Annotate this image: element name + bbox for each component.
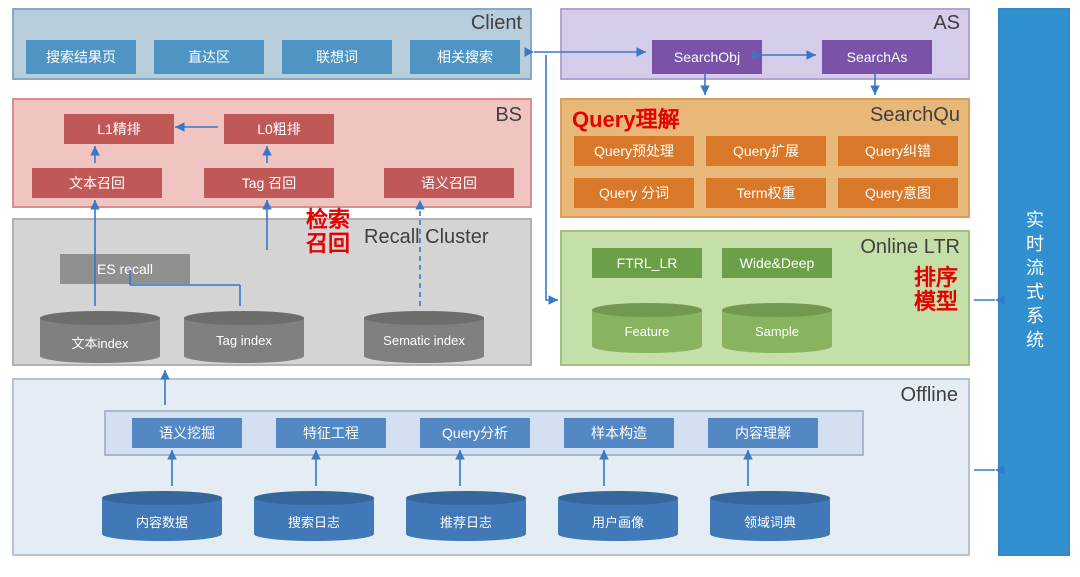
realtime-title: 实时流式系统	[1021, 210, 1047, 354]
bs-recall-2: 语义召回	[384, 168, 514, 198]
as-box-1: SearchAs	[822, 40, 932, 74]
sq-r1-1: Query扩展	[706, 136, 826, 166]
recall-panel: Recall Cluster 检索 召回 ES recall 文本index T…	[12, 218, 532, 366]
bs-recall-1: Tag 召回	[204, 168, 334, 198]
sq-r2-0: Query 分词	[574, 178, 694, 208]
recall-cyl-0: 文本index	[40, 318, 160, 356]
client-title: Client	[471, 12, 522, 35]
bs-l0: L0粗排	[224, 114, 334, 144]
ltr-box-0: FTRL_LR	[592, 248, 702, 278]
recall-cyl-2: Sematic index	[364, 318, 484, 356]
es-recall-box: ES recall	[60, 254, 190, 284]
bs-panel: BS L1精排 L0粗排 文本召回 Tag 召回 语义召回	[12, 98, 532, 208]
ltr-cyl-1: Sample	[722, 310, 832, 346]
client-box-3: 相关搜索	[410, 40, 520, 74]
as-panel: AS SearchObj SearchAs	[560, 8, 970, 80]
sq-r1-0: Query预处理	[574, 136, 694, 166]
client-panel: Client 搜索结果页 直达区 联想词 相关搜索	[12, 8, 532, 80]
searchqu-title: SearchQu	[870, 104, 960, 127]
off-cyl-0: 内容数据	[102, 498, 222, 534]
searchqu-panel: SearchQu Query理解 Query预处理 Query扩展 Query纠…	[560, 98, 970, 218]
off-box-0: 语义挖掘	[132, 418, 242, 448]
ltr-panel: Online LTR 排序 模型 FTRL_LR Wide&Deep Featu…	[560, 230, 970, 366]
sq-r2-1: Term权重	[706, 178, 826, 208]
recall-red: 检索 召回	[306, 208, 350, 256]
recall-cyl-1: Tag index	[184, 318, 304, 356]
off-cyl-3: 用户画像	[558, 498, 678, 534]
client-box-2: 联想词	[282, 40, 392, 74]
searchqu-red: Query理解	[572, 102, 680, 134]
client-box-1: 直达区	[154, 40, 264, 74]
sq-r2-2: Query意图	[838, 178, 958, 208]
bs-recall-0: 文本召回	[32, 168, 162, 198]
realtime-panel: 实时流式系统	[998, 8, 1070, 556]
ltr-box-1: Wide&Deep	[722, 248, 832, 278]
bs-title: BS	[495, 104, 522, 127]
ltr-red: 排序 模型	[914, 266, 958, 314]
off-cyl-4: 领域词典	[710, 498, 830, 534]
off-box-2: Query分析	[420, 418, 530, 448]
off-cyl-2: 推荐日志	[406, 498, 526, 534]
off-box-3: 样本构造	[564, 418, 674, 448]
recall-title: Recall Cluster	[364, 226, 488, 249]
bs-l1: L1精排	[64, 114, 174, 144]
offline-panel: Offline 语义挖掘 特征工程 Query分析 样本构造 内容理解 内容数据…	[12, 378, 970, 556]
ltr-title: Online LTR	[860, 236, 960, 259]
off-box-4: 内容理解	[708, 418, 818, 448]
ltr-cyl-0: Feature	[592, 310, 702, 346]
as-box-0: SearchObj	[652, 40, 762, 74]
sq-r1-2: Query纠错	[838, 136, 958, 166]
client-box-0: 搜索结果页	[26, 40, 136, 74]
as-title: AS	[933, 12, 960, 35]
offline-title: Offline	[901, 384, 958, 407]
off-box-1: 特征工程	[276, 418, 386, 448]
off-cyl-1: 搜索日志	[254, 498, 374, 534]
